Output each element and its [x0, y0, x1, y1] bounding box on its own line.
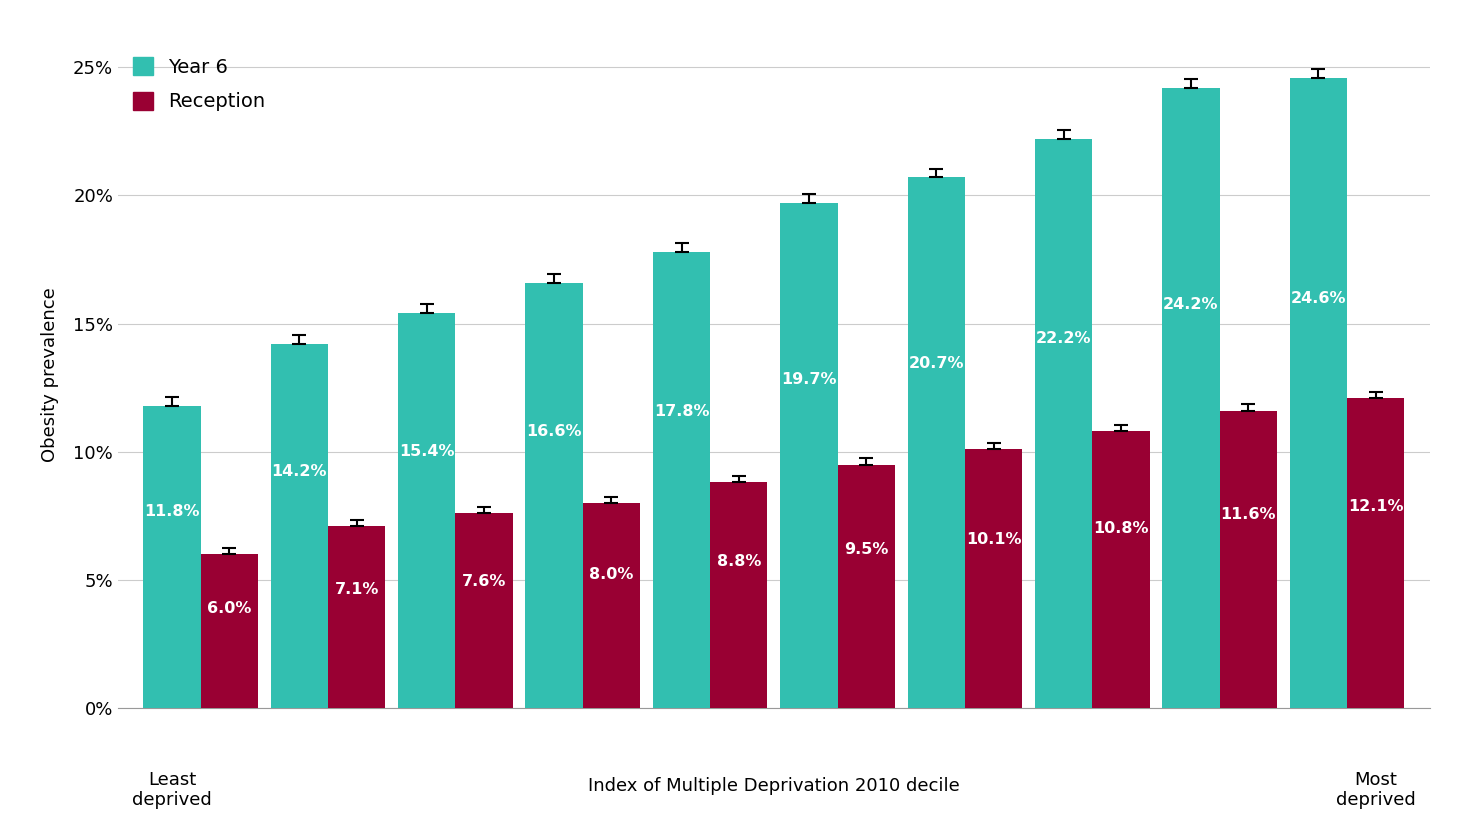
Text: 9.5%: 9.5%: [845, 542, 889, 557]
Text: 20.7%: 20.7%: [908, 356, 964, 371]
Text: 14.2%: 14.2%: [271, 464, 327, 479]
Bar: [398, 313, 455, 708]
Bar: [780, 203, 837, 708]
Text: 7.6%: 7.6%: [461, 574, 506, 589]
Text: 11.8%: 11.8%: [144, 504, 200, 519]
Text: 11.6%: 11.6%: [1220, 507, 1276, 522]
Text: 24.6%: 24.6%: [1291, 291, 1346, 306]
Bar: [455, 513, 513, 708]
Y-axis label: Obesity prevalence: Obesity prevalence: [41, 287, 59, 462]
Bar: [1035, 139, 1092, 708]
Text: 7.1%: 7.1%: [335, 582, 379, 597]
Text: Least
deprived: Least deprived: [133, 771, 212, 810]
Legend: Year 6, Reception: Year 6, Reception: [128, 52, 271, 117]
Text: 12.1%: 12.1%: [1347, 499, 1403, 514]
Text: 24.2%: 24.2%: [1163, 297, 1219, 312]
Text: 17.8%: 17.8%: [654, 404, 709, 419]
Bar: [329, 526, 385, 708]
Text: 10.1%: 10.1%: [965, 532, 1021, 547]
Bar: [1290, 77, 1347, 708]
Bar: [965, 449, 1021, 708]
Text: 16.6%: 16.6%: [526, 424, 582, 439]
Bar: [526, 282, 582, 708]
Bar: [1092, 431, 1150, 708]
Text: 10.8%: 10.8%: [1094, 521, 1148, 536]
Text: 22.2%: 22.2%: [1036, 331, 1091, 346]
Text: Most
deprived: Most deprived: [1335, 771, 1415, 810]
Bar: [143, 406, 200, 708]
X-axis label: Index of Multiple Deprivation 2010 decile: Index of Multiple Deprivation 2010 decil…: [588, 777, 960, 796]
Bar: [1219, 411, 1276, 708]
Bar: [1347, 398, 1405, 708]
Text: 6.0%: 6.0%: [208, 601, 252, 616]
Bar: [837, 465, 895, 708]
Bar: [653, 252, 710, 708]
Bar: [582, 503, 640, 708]
Bar: [1163, 87, 1219, 708]
Text: 8.8%: 8.8%: [716, 554, 761, 569]
Bar: [200, 554, 258, 708]
Bar: [908, 177, 965, 708]
Text: 19.7%: 19.7%: [781, 372, 837, 387]
Text: 15.4%: 15.4%: [399, 444, 454, 459]
Bar: [710, 482, 768, 708]
Text: 8.0%: 8.0%: [590, 567, 634, 582]
Bar: [271, 344, 329, 708]
